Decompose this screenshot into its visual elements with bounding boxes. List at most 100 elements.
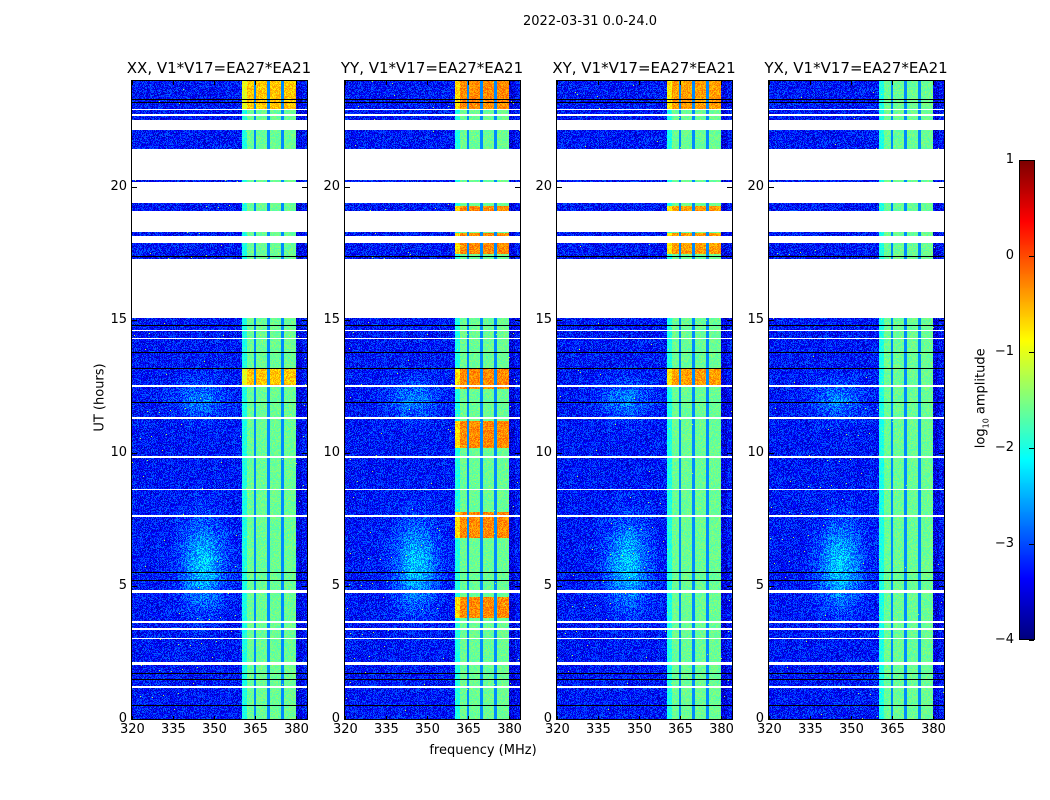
x-tick-mark [214, 716, 216, 720]
x-tick-mark [892, 81, 894, 85]
x-tick-label: 350 [202, 722, 227, 737]
x-tick-mark [345, 716, 346, 720]
y-tick-mark [345, 453, 350, 455]
heatmap-canvas [769, 81, 944, 719]
y-tick-mark [557, 320, 562, 322]
colorbar-tick-mark [1029, 256, 1034, 257]
heatmap-canvas [557, 81, 732, 719]
heatmap-panel-2 [556, 80, 733, 720]
x-tick-mark [639, 81, 641, 85]
y-tick-mark [345, 320, 350, 322]
x-tick-mark [427, 81, 429, 85]
x-tick-mark [721, 716, 723, 720]
x-tick-mark [214, 81, 216, 85]
x-tick-mark [255, 81, 257, 85]
y-tick-label: 0 [543, 711, 552, 726]
y-tick-mark [302, 320, 307, 322]
x-tick-label: 380 [709, 722, 734, 737]
x-tick-label: 320 [545, 722, 570, 737]
y-tick-mark [727, 320, 732, 322]
x-tick-label: 350 [627, 722, 652, 737]
y-tick-mark [939, 453, 944, 455]
colorbar-tick-label: −4 [994, 632, 1014, 647]
heatmap-canvas [345, 81, 520, 719]
y-tick-label: 5 [331, 578, 340, 594]
y-tick-mark [769, 320, 774, 322]
x-tick-mark [173, 81, 175, 85]
y-tick-label: 10 [323, 445, 340, 461]
heatmap-panel-3 [768, 80, 945, 720]
colorbar-tick-label: −1 [994, 344, 1014, 359]
x-tick-label: 335 [798, 722, 823, 737]
x-tick-label: 380 [921, 722, 946, 737]
x-tick-mark [386, 81, 388, 85]
y-tick-mark [515, 586, 520, 588]
x-tick-label: 380 [284, 722, 309, 737]
y-tick-label: 20 [323, 179, 340, 195]
y-tick-mark [302, 187, 307, 189]
x-tick-mark [680, 716, 682, 720]
y-tick-mark [515, 320, 520, 322]
x-tick-mark [810, 81, 812, 85]
x-tick-mark [386, 716, 388, 720]
y-tick-label: 15 [747, 312, 764, 328]
y-tick-label: 20 [747, 179, 764, 195]
y-tick-label: 20 [110, 179, 127, 195]
x-tick-mark [557, 81, 558, 85]
y-tick-mark [769, 586, 774, 588]
y-tick-mark [132, 187, 137, 189]
x-tick-mark [851, 81, 853, 85]
y-tick-mark [557, 586, 562, 588]
y-tick-mark [345, 187, 350, 189]
y-tick-mark [132, 586, 137, 588]
x-tick-mark [933, 716, 935, 720]
y-tick-mark [302, 453, 307, 455]
y-tick-mark [302, 586, 307, 588]
panel-title: XY, V1*V17=EA27*EA21 [552, 59, 736, 77]
x-tick-mark [769, 716, 770, 720]
y-tick-label: 15 [535, 312, 552, 328]
colorbar-tick-mark [1029, 544, 1034, 545]
y-tick-mark [515, 187, 520, 189]
x-tick-mark [851, 716, 853, 720]
colorbar-tick-mark [1029, 448, 1034, 449]
x-tick-mark [557, 716, 558, 720]
x-tick-mark [680, 81, 682, 85]
x-tick-mark [769, 81, 770, 85]
x-tick-mark [598, 81, 600, 85]
x-tick-label: 365 [243, 722, 268, 737]
y-tick-mark [345, 719, 350, 720]
x-tick-mark [933, 81, 935, 85]
x-tick-label: 335 [161, 722, 186, 737]
x-tick-label: 350 [839, 722, 864, 737]
y-tick-mark [727, 586, 732, 588]
y-tick-mark [939, 320, 944, 322]
colorbar-label-sub: 10 [981, 418, 991, 429]
y-tick-mark [132, 719, 137, 720]
y-tick-mark [345, 586, 350, 588]
x-tick-mark [173, 716, 175, 720]
y-tick-mark [132, 320, 137, 322]
y-tick-mark [515, 719, 520, 720]
colorbar-tick-label: −2 [994, 440, 1014, 455]
y-tick-label: 0 [331, 711, 340, 726]
x-tick-label: 365 [668, 722, 693, 737]
colorbar-tick-mark [1029, 352, 1034, 353]
y-tick-mark [557, 187, 562, 189]
y-tick-label: 10 [110, 445, 127, 461]
figure-title: 2022-03-31 0.0-24.0 [523, 14, 657, 29]
x-tick-label: 320 [757, 722, 782, 737]
x-tick-mark [639, 716, 641, 720]
x-tick-label: 320 [333, 722, 358, 737]
y-tick-mark [939, 586, 944, 588]
y-tick-label: 0 [118, 711, 127, 726]
x-tick-label: 365 [456, 722, 481, 737]
colorbar-tick-label: −3 [994, 536, 1014, 551]
x-tick-label: 365 [880, 722, 905, 737]
y-tick-label: 10 [535, 445, 552, 461]
x-tick-label: 380 [497, 722, 522, 737]
x-tick-mark [892, 716, 894, 720]
colorbar [1019, 160, 1035, 640]
x-tick-mark [427, 716, 429, 720]
